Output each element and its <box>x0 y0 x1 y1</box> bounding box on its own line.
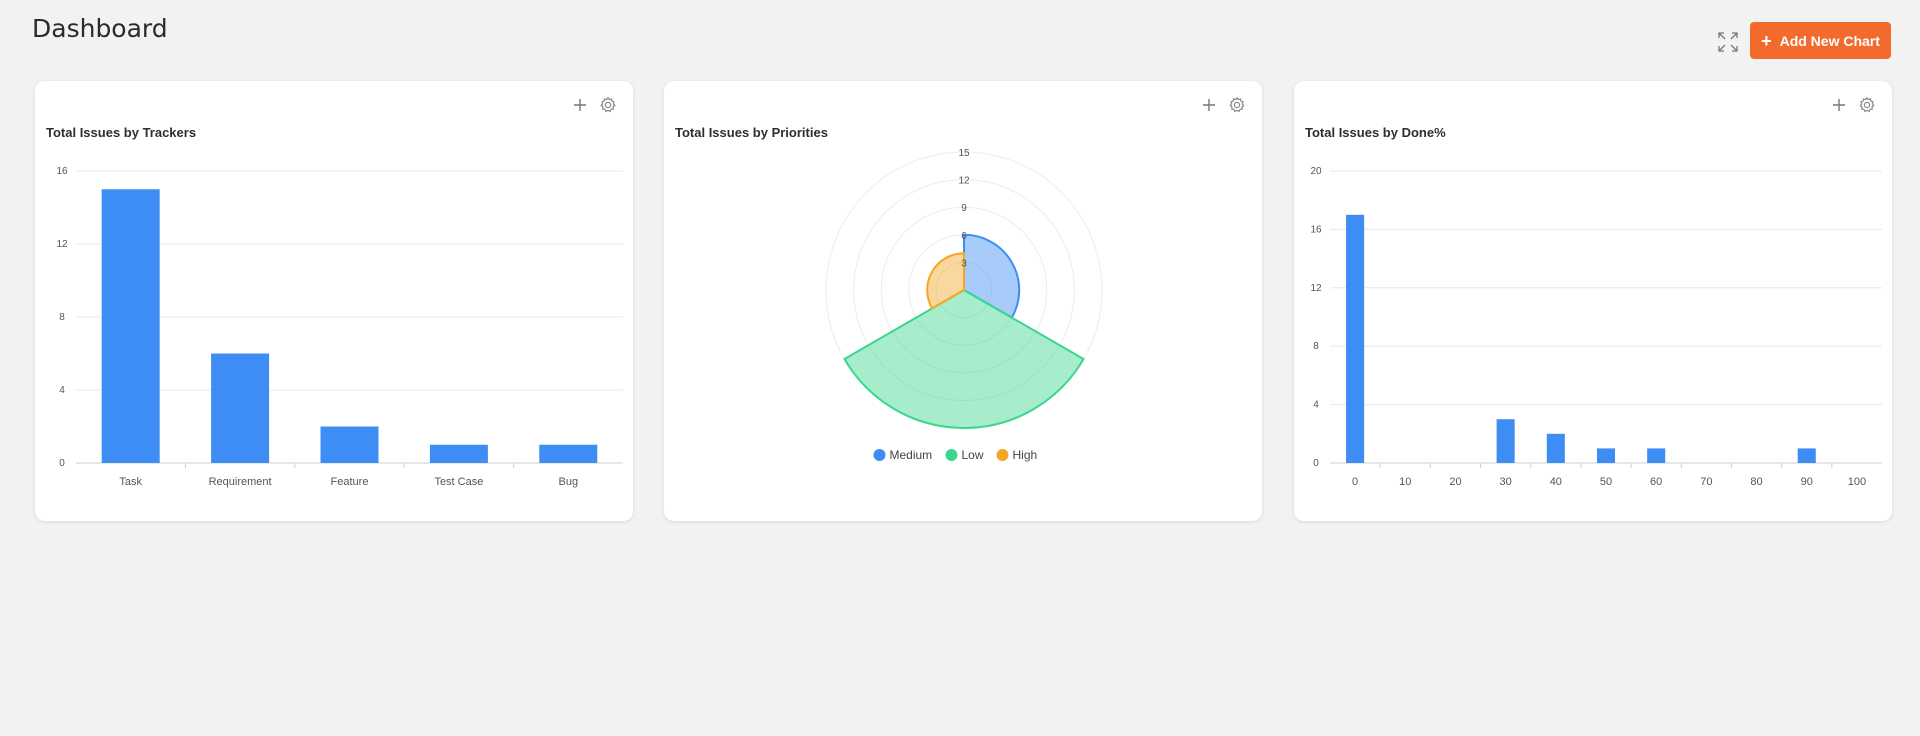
legend-item-medium: Medium <box>890 448 933 462</box>
slice-low <box>843 288 1085 430</box>
chart-card-done: Total Issues by Done% 0 4 8 12 16 20 0 10 20 30 40… <box>1294 81 1892 521</box>
legend-swatch-low <box>945 449 958 461</box>
r-tick-label: 15 <box>958 148 970 159</box>
bar-requirement <box>211 353 270 463</box>
bar-feature <box>320 426 379 463</box>
chart-card-priorities: Total Issues by Priorities 3 6 9 12 15 Medium… <box>664 81 1262 521</box>
y-tick-label: 12 <box>1310 283 1322 294</box>
add-new-chart-label: Add New Chart <box>1779 32 1880 49</box>
gear-icon[interactable] <box>1228 96 1246 114</box>
y-tick-label: 12 <box>56 239 68 250</box>
bar-test-case <box>429 444 488 463</box>
x-tick-label: 10 <box>1399 476 1411 488</box>
radial-gridline <box>880 206 1048 374</box>
add-icon[interactable] <box>1200 96 1218 114</box>
legend-swatch-medium <box>873 449 886 461</box>
add-icon[interactable] <box>1830 96 1848 114</box>
x-tick-label: Task <box>119 476 142 488</box>
bar-task <box>101 189 160 463</box>
x-tick-label: 70 <box>1700 476 1712 488</box>
card-tools <box>1830 96 1876 114</box>
add-icon[interactable] <box>571 96 589 114</box>
x-tick-label: 40 <box>1550 476 1562 488</box>
add-new-chart-button[interactable]: + Add New Chart <box>1750 22 1891 59</box>
plus-icon: + <box>1761 30 1772 51</box>
polar-chart-priorities: 3 6 9 12 15 Medium Low High <box>825 148 1103 462</box>
y-tick-label: 8 <box>1313 341 1319 352</box>
chart-card-trackers: Total Issues by Trackers 0 4 8 12 16 Task Requ… <box>35 81 633 521</box>
card-tools <box>1200 96 1246 114</box>
r-tick-label: 6 <box>961 231 967 242</box>
y-tick-label: 0 <box>1313 458 1319 469</box>
slice-high <box>926 252 965 310</box>
bar-0 <box>1346 214 1365 463</box>
gear-icon[interactable] <box>599 96 617 114</box>
legend-item-high: High <box>1013 448 1038 462</box>
y-tick-label: 20 <box>1310 166 1322 177</box>
bar-bug <box>539 444 598 463</box>
chart-title: Total Issues by Done% <box>1305 125 1446 140</box>
x-tick-label: Bug <box>559 476 579 488</box>
chart-title: Total Issues by Trackers <box>46 125 197 140</box>
y-tick-label: 16 <box>56 166 68 177</box>
x-tick-label: Test Case <box>434 476 483 488</box>
bar-chart-done: 0 4 8 12 16 20 0 10 20 30 40 50 60 70 80 90 100 <box>1310 166 1882 488</box>
y-tick-label: 16 <box>1310 224 1322 235</box>
expand-icon[interactable] <box>1716 30 1740 54</box>
x-tick-label: 90 <box>1801 476 1813 488</box>
gear-icon[interactable] <box>1858 96 1876 114</box>
bar-60 <box>1647 448 1666 463</box>
y-tick-label: 8 <box>59 312 65 323</box>
r-tick-label: 3 <box>961 258 967 269</box>
x-tick-label: 30 <box>1500 476 1512 488</box>
y-tick-label: 0 <box>59 458 65 469</box>
x-tick-label: Feature <box>331 476 369 488</box>
x-tick-label: 60 <box>1650 476 1662 488</box>
bar-90 <box>1797 448 1816 463</box>
r-tick-label: 9 <box>961 203 967 214</box>
x-tick-label: 100 <box>1848 476 1866 488</box>
bar-40 <box>1546 433 1565 463</box>
x-tick-label: Requirement <box>209 476 272 488</box>
radial-gridline <box>853 179 1075 401</box>
r-tick-label: 12 <box>958 176 970 187</box>
page-title: Dashboard <box>32 14 168 43</box>
bar-30 <box>1496 419 1515 463</box>
x-tick-label: 20 <box>1449 476 1461 488</box>
bar-chart-trackers: 0 4 8 12 16 Task Requirement Feature Test Case Bu… <box>56 166 623 488</box>
y-tick-label: 4 <box>59 385 65 396</box>
x-tick-label: 0 <box>1352 476 1358 488</box>
legend-item-low: Low <box>962 448 984 462</box>
card-tools <box>571 96 617 114</box>
bar-50 <box>1596 448 1616 463</box>
x-tick-label: 80 <box>1750 476 1762 488</box>
chart-title: Total Issues by Priorities <box>675 125 828 140</box>
y-tick-label: 4 <box>1313 400 1319 411</box>
x-tick-label: 50 <box>1600 476 1612 488</box>
legend-swatch-high <box>996 449 1009 461</box>
